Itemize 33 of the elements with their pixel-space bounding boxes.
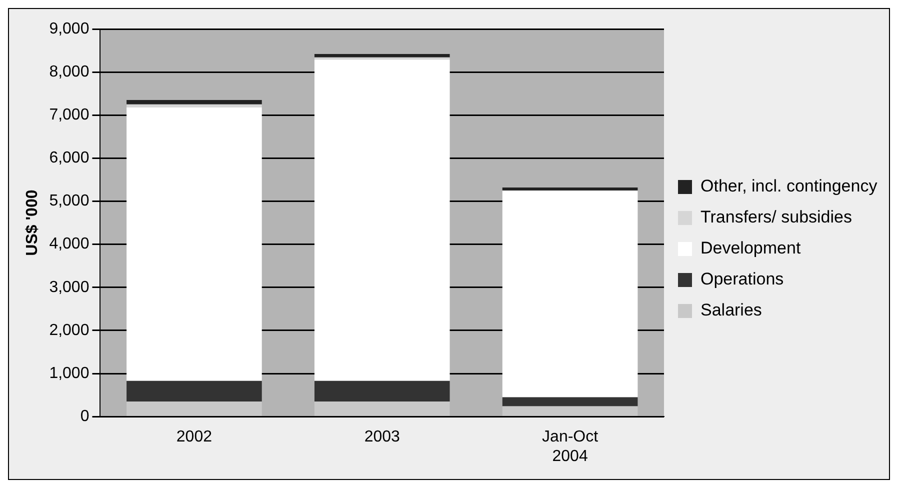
bar (502, 397, 638, 406)
bar (314, 54, 450, 58)
bar (314, 57, 450, 60)
bar (126, 104, 262, 108)
legend-label: Operations (700, 270, 784, 289)
y-tick-label: 3,000 (49, 278, 90, 296)
legend-label: Other, incl. contingency (700, 176, 878, 196)
y-tick-label: 4,000 (49, 236, 90, 253)
y-tick-label: 1,000 (49, 364, 90, 382)
bar (502, 187, 638, 190)
y-tick-label: 5,000 (49, 192, 90, 210)
y-tick-label: 8,000 (49, 63, 90, 80)
bar (126, 402, 262, 416)
y-axis-title: US$ '000 (24, 190, 42, 256)
x-tick-label: 2003 (364, 428, 400, 446)
x-tick-label: Jan-Oct 2004 (542, 428, 599, 465)
bar (314, 380, 450, 402)
bar (502, 406, 638, 416)
y-tick-label: 0 (80, 408, 90, 426)
legend-label: Salaries (700, 300, 762, 320)
y-tick-label: 7,000 (49, 106, 90, 124)
y-tick-label: 6,000 (49, 150, 90, 167)
bar (126, 107, 262, 381)
x-tick-label: 2002 (176, 428, 212, 446)
bar (502, 190, 638, 398)
y-tick-label: 2,000 (49, 322, 90, 339)
y-tick-label: 9,000 (49, 20, 90, 38)
bar (314, 60, 450, 381)
bar (126, 100, 262, 104)
bar (126, 380, 262, 402)
legend-label: Transfers/ subsidies (700, 208, 852, 227)
legend-label: Development (700, 238, 801, 258)
bar (314, 402, 450, 416)
